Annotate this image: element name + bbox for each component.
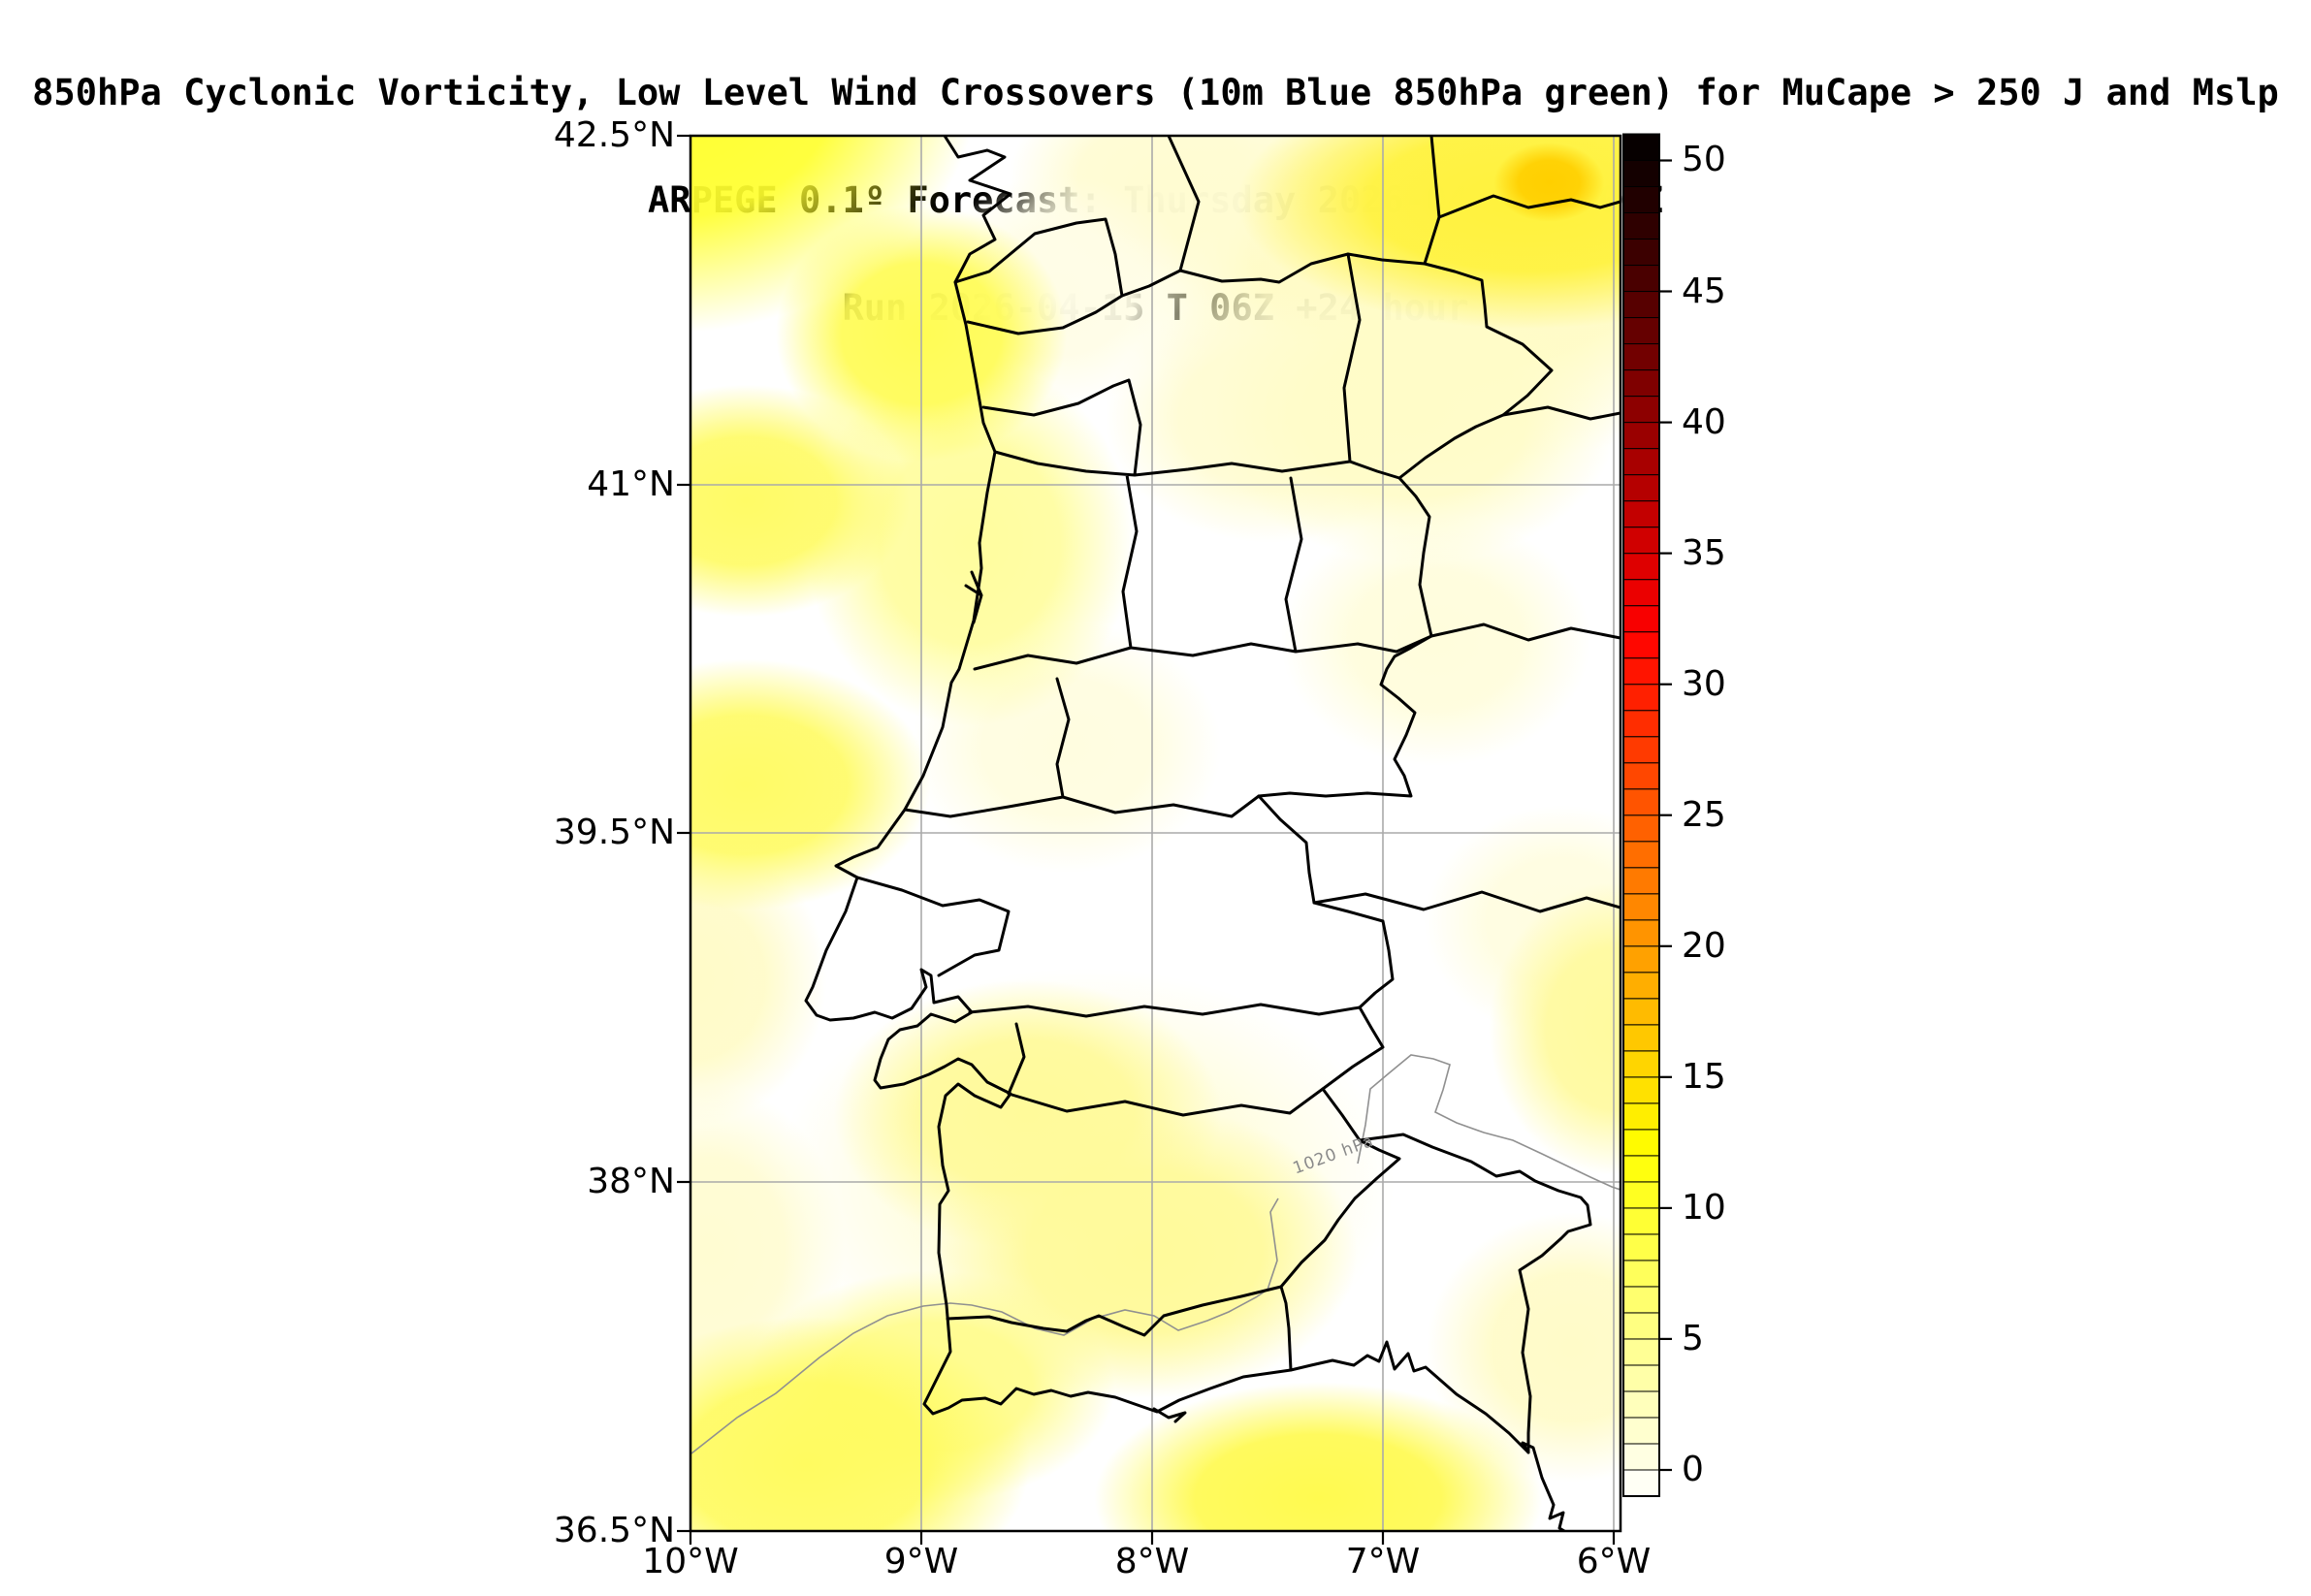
colorbar-segment bbox=[1622, 186, 1660, 214]
vorticity-cell-leon-core bbox=[1493, 143, 1605, 222]
colorbar-segment bbox=[1622, 972, 1660, 1000]
graticule-gridlines bbox=[690, 136, 1621, 1531]
colorbar-segment bbox=[1622, 788, 1660, 816]
colorbar-segment bbox=[1622, 133, 1660, 161]
faro-lagoon-path bbox=[1152, 1407, 1187, 1423]
portugal-districts-path bbox=[855, 252, 1433, 1337]
colorbar-segment bbox=[1622, 1417, 1660, 1445]
colorbar-segment bbox=[1622, 998, 1660, 1026]
colorbar-segment bbox=[1622, 1286, 1660, 1314]
colorbar-segment bbox=[1622, 841, 1660, 869]
colorbar-segment bbox=[1622, 369, 1660, 398]
colorbar-segment bbox=[1622, 1443, 1660, 1471]
colorbar-segment bbox=[1622, 343, 1660, 371]
colorbar-segment bbox=[1622, 1390, 1660, 1419]
colorbar-tick-label: 50 bbox=[1682, 140, 1726, 179]
colorbar-segment bbox=[1622, 553, 1660, 581]
colorbar-segment bbox=[1622, 159, 1660, 188]
vorticity-cell-badajoz-east bbox=[1489, 881, 1621, 1175]
lat-tick-label: 39.5°N bbox=[553, 813, 675, 852]
colorbar-segment bbox=[1622, 212, 1660, 240]
axis-tick-marks bbox=[677, 134, 1616, 1545]
colorbar-segment bbox=[1622, 736, 1660, 764]
colorbar-tick-label: 35 bbox=[1682, 533, 1726, 573]
colorbar-tick-label: 40 bbox=[1682, 402, 1726, 442]
colorbar-segment bbox=[1622, 1129, 1660, 1157]
colorbar-segment bbox=[1622, 1364, 1660, 1392]
colorbar-tick-label: 25 bbox=[1682, 795, 1726, 835]
colorbar-segment bbox=[1622, 317, 1660, 345]
coastline-and-borders bbox=[804, 136, 1621, 1531]
colorbar-segment bbox=[1622, 1102, 1660, 1131]
colorbar-segment bbox=[1622, 1155, 1660, 1183]
colorbar-segment bbox=[1622, 239, 1660, 267]
colorbar-segment bbox=[1622, 1312, 1660, 1340]
colorbar-segment bbox=[1622, 265, 1660, 293]
colorbar-segment bbox=[1622, 1338, 1660, 1366]
colorbar-tick-label: 0 bbox=[1682, 1450, 1704, 1489]
lon-tick-label: 7°W bbox=[1345, 1542, 1421, 1581]
colorbar-segment bbox=[1622, 527, 1660, 555]
colorbar-tick-label: 10 bbox=[1682, 1188, 1726, 1228]
colorbar-segment bbox=[1622, 1207, 1660, 1235]
colorbar-segment bbox=[1622, 291, 1660, 319]
lat-tick-label: 41°N bbox=[587, 464, 675, 504]
colorbar-segment bbox=[1622, 1050, 1660, 1078]
lon-tick-label: 8°W bbox=[1114, 1542, 1190, 1581]
colorbar-segment bbox=[1622, 867, 1660, 895]
portugal-spain-border-path bbox=[953, 217, 1554, 1372]
colorbar-segment bbox=[1622, 605, 1660, 633]
colorbar-segment bbox=[1622, 893, 1660, 921]
lon-tick-label: 10°W bbox=[642, 1542, 739, 1581]
spain-provinces-path bbox=[1167, 136, 1621, 1454]
colorbar-segment bbox=[1622, 919, 1660, 947]
colorbar-segment bbox=[1622, 631, 1660, 659]
chart-title: 850hPa Cyclonic Vorticity, Low Level Win… bbox=[32, 72, 2279, 113]
colorbar-tick-label: 15 bbox=[1682, 1057, 1726, 1097]
mslp-isobar-contour bbox=[690, 1054, 1621, 1454]
vorticity-cell-atlantic-west-41n bbox=[690, 384, 911, 618]
colorbar-segment bbox=[1622, 474, 1660, 502]
colorbar-segment bbox=[1622, 500, 1660, 528]
colorbar-tick-label: 20 bbox=[1682, 926, 1726, 966]
aveiro-lagoon-path bbox=[964, 570, 983, 624]
colorbar-segment bbox=[1622, 762, 1660, 790]
colorbar-segment bbox=[1622, 579, 1660, 607]
colorbar-tick-label: 30 bbox=[1682, 664, 1726, 704]
colorbar-segment bbox=[1622, 396, 1660, 424]
colorbar-segment bbox=[1622, 1260, 1660, 1288]
colorbar-tick-label: 45 bbox=[1682, 271, 1726, 311]
colorbar-segment bbox=[1622, 448, 1660, 476]
vorticity-cell-northwest-atlantic-corner bbox=[690, 136, 972, 334]
colorbar-segment bbox=[1622, 657, 1660, 686]
coastline-path bbox=[804, 136, 1567, 1531]
colorbar-segment bbox=[1622, 945, 1660, 974]
colorbar-segment bbox=[1622, 684, 1660, 712]
colorbar-segment bbox=[1622, 710, 1660, 738]
lat-tick-label: 42.5°N bbox=[553, 115, 675, 155]
colorbar-segment bbox=[1622, 1024, 1660, 1052]
colorbar-segment bbox=[1622, 422, 1660, 450]
vorticity-cell-atlantic-west-39-7n bbox=[690, 658, 931, 910]
lat-tick-label: 36.5°N bbox=[553, 1511, 675, 1550]
colorbar-segment bbox=[1622, 1469, 1660, 1497]
lon-tick-label: 9°W bbox=[883, 1542, 959, 1581]
vorticity-cell-cape-st-vincent bbox=[690, 1317, 1030, 1531]
colorbar-tick-marks bbox=[1659, 159, 1672, 1472]
lon-tick-label: 6°W bbox=[1576, 1542, 1652, 1581]
vorticity-cell-salamanca-caceres bbox=[1281, 514, 1591, 766]
colorbar-segments bbox=[1622, 133, 1660, 1497]
lat-tick-label: 38°N bbox=[587, 1162, 675, 1201]
vorticity-cell-zamora-salamanca bbox=[1211, 271, 1619, 564]
vorticity-shading bbox=[690, 136, 1621, 1531]
colorbar-tick-label: 5 bbox=[1682, 1319, 1704, 1358]
colorbar-segment bbox=[1622, 1181, 1660, 1209]
colorbar-segment bbox=[1622, 1233, 1660, 1261]
colorbar-segment bbox=[1622, 1076, 1660, 1104]
colorbar-segment bbox=[1622, 814, 1660, 843]
vorticity-cell-gulf-of-cadiz bbox=[1094, 1382, 1543, 1531]
